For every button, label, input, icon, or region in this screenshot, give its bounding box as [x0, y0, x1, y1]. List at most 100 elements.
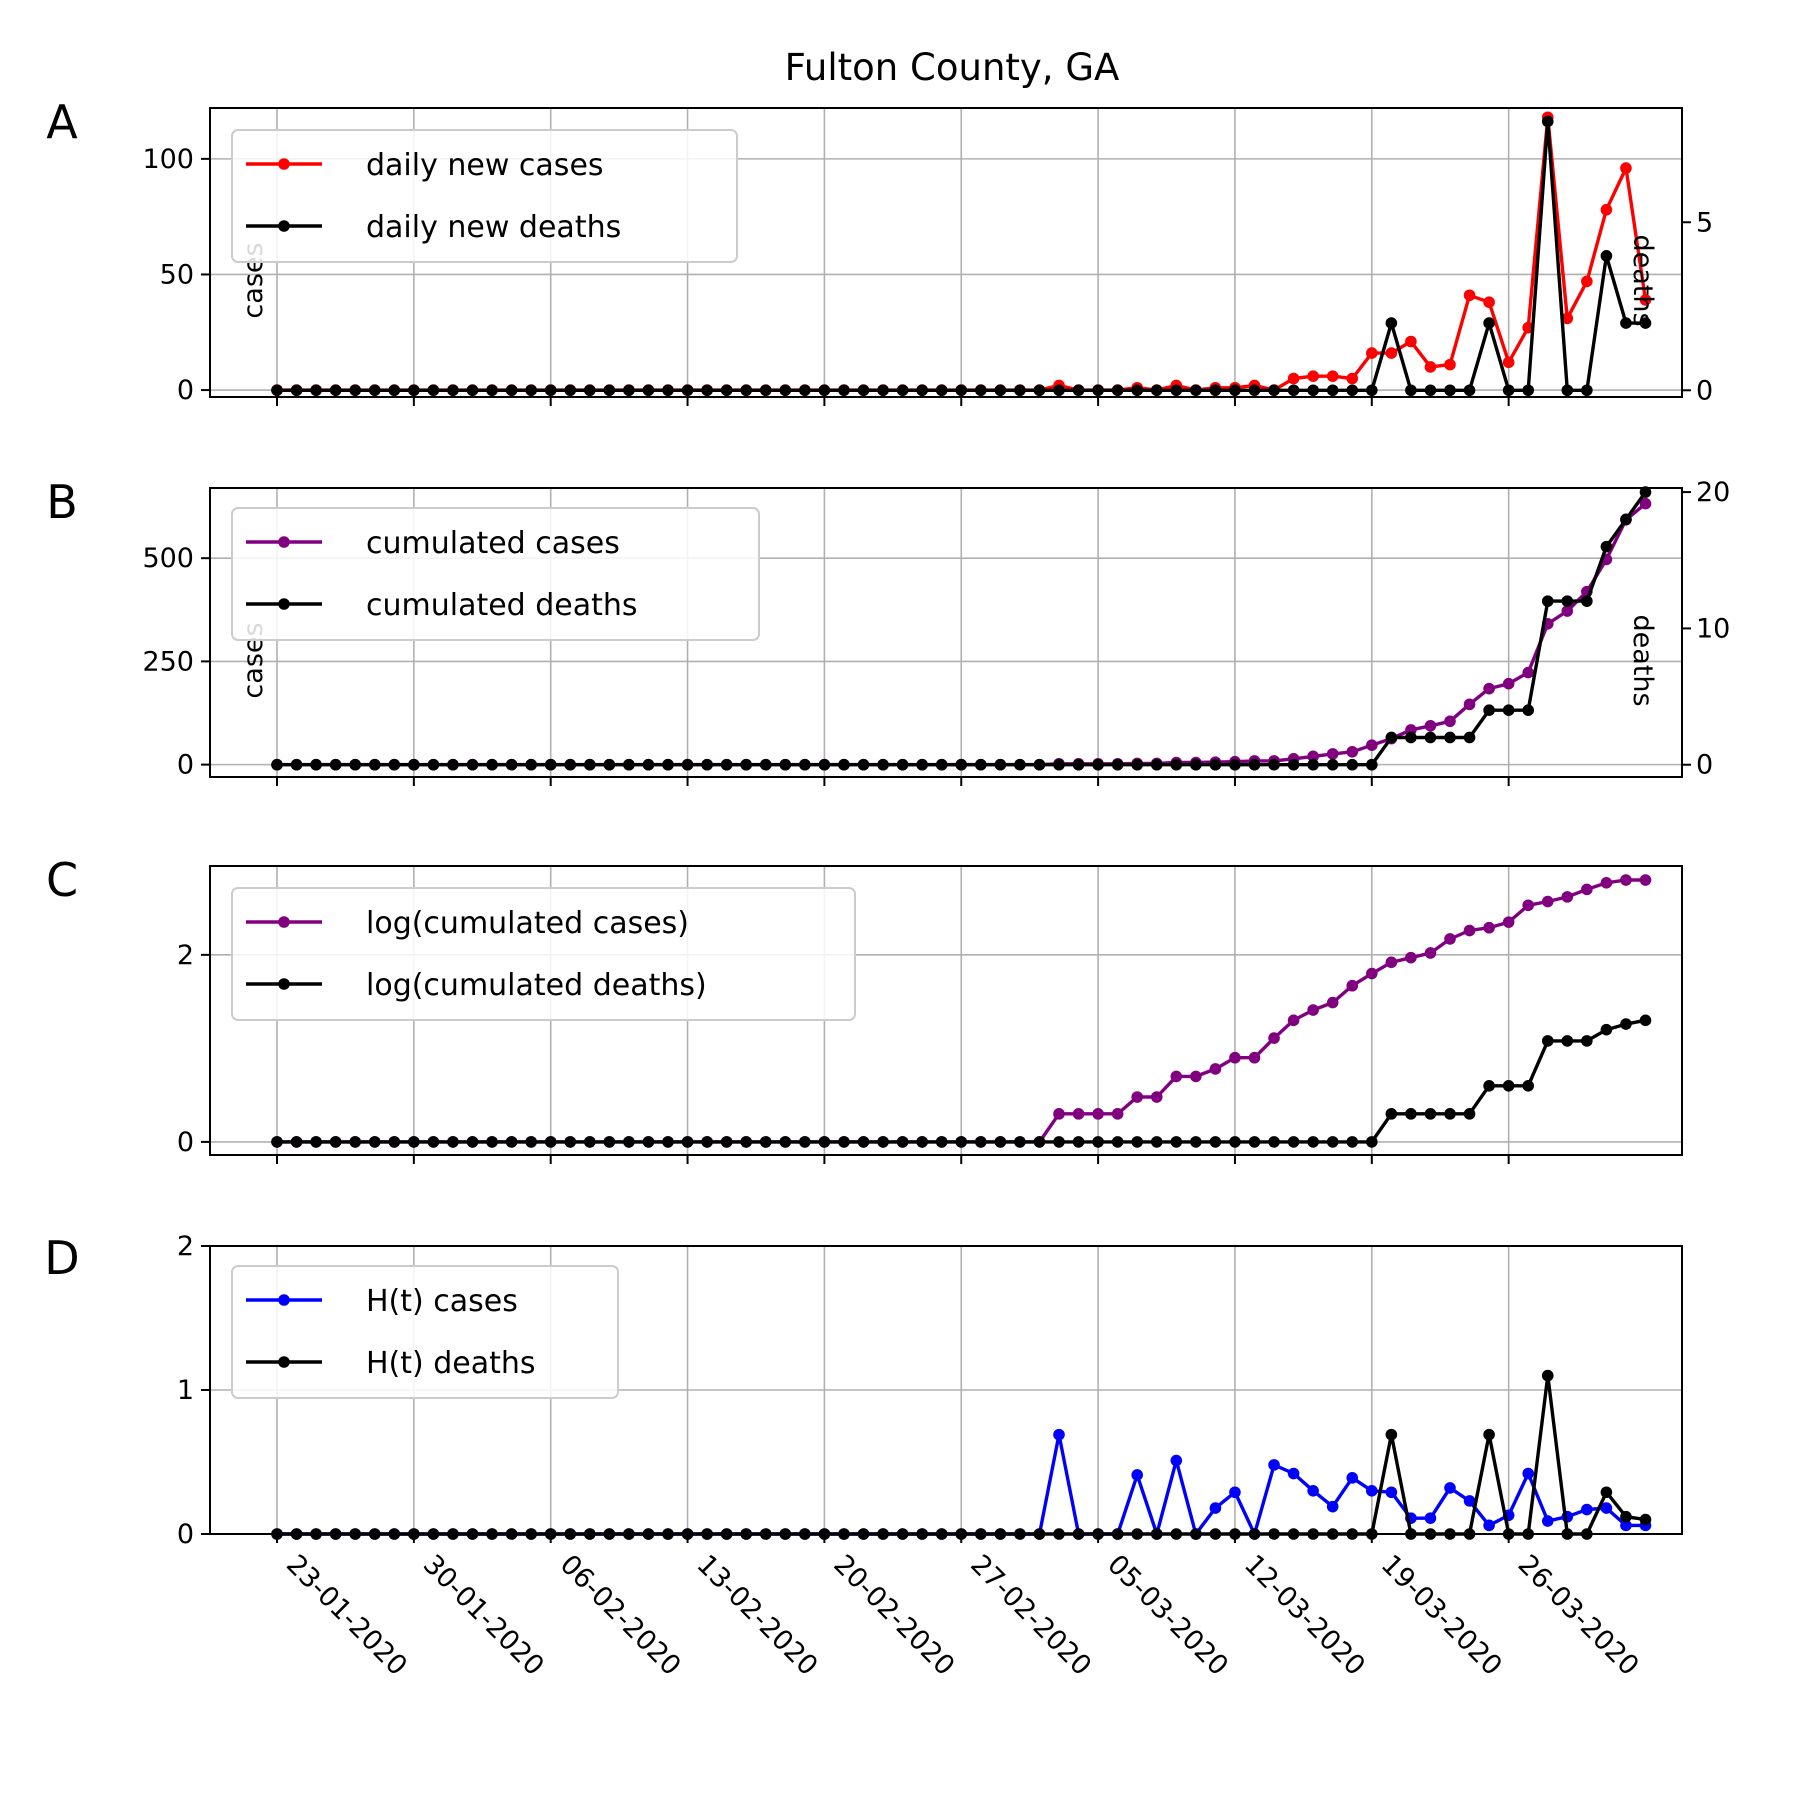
data-point — [1346, 1136, 1359, 1148]
data-point — [1307, 384, 1319, 397]
data-point — [1131, 1136, 1143, 1148]
data-point — [1620, 1510, 1632, 1523]
data-point — [1639, 874, 1652, 886]
axes-frame — [209, 487, 1683, 778]
data-point — [544, 384, 557, 397]
panel-d: 0 1 2 H(t) cases H(t) deaths D — [44, 1231, 1683, 1550]
data-point — [525, 758, 537, 771]
data-point — [1424, 384, 1437, 397]
data-point — [447, 384, 459, 397]
data-point — [1033, 384, 1046, 397]
series-log-cumulated-deaths — [271, 1014, 1652, 1148]
data-point — [1600, 250, 1613, 262]
data-point — [1287, 384, 1300, 397]
data-point — [720, 1136, 733, 1148]
legend-marker — [278, 220, 290, 232]
y-tick-label: 0 — [177, 1127, 194, 1158]
series-cumulated-deaths — [271, 486, 1652, 771]
data-point — [1483, 921, 1495, 934]
legend-box — [231, 507, 760, 641]
data-point — [1424, 720, 1437, 732]
data-point — [349, 1136, 362, 1148]
data-point — [1111, 1136, 1124, 1148]
data-point — [701, 384, 713, 397]
data-point — [1072, 384, 1085, 397]
legend: log(cumulated cases) log(cumulated deaths… — [231, 887, 856, 1021]
data-point — [1092, 384, 1104, 397]
data-point — [290, 758, 303, 771]
data-point — [1366, 967, 1378, 980]
data-point — [1150, 1136, 1163, 1148]
data-point — [877, 1136, 889, 1148]
data-point — [1502, 356, 1515, 369]
data-point — [1424, 361, 1437, 373]
data-point — [1405, 335, 1417, 348]
data-point — [740, 758, 752, 771]
data-point — [1053, 1108, 1065, 1120]
legend-marker — [278, 1294, 290, 1306]
data-point — [1600, 540, 1613, 553]
data-point — [1424, 1512, 1437, 1524]
data-point — [1346, 1472, 1359, 1484]
data-point — [1541, 115, 1554, 128]
data-point — [1639, 317, 1652, 329]
data-point — [388, 1136, 401, 1148]
y-right-tick-label: 10 — [1696, 613, 1730, 644]
data-point — [1463, 384, 1476, 397]
data-point — [1111, 384, 1124, 397]
data-point — [1131, 1469, 1143, 1481]
data-point — [1463, 1108, 1476, 1120]
data-point — [603, 1136, 616, 1148]
data-point — [544, 1136, 557, 1148]
data-point — [759, 758, 772, 771]
data-point — [1307, 1485, 1319, 1497]
data-point — [1150, 758, 1163, 771]
data-point — [1502, 916, 1515, 928]
y-tick-label: 100 — [142, 144, 194, 175]
data-point — [916, 384, 928, 397]
legend-marker — [278, 158, 290, 170]
legend-entry: daily new deaths — [246, 210, 621, 245]
data-point — [1522, 384, 1534, 397]
legend-entry: cumulated cases — [246, 526, 620, 561]
data-point — [1014, 1136, 1026, 1148]
data-point — [1541, 1035, 1554, 1047]
legend-entry: H(t) deaths — [246, 1346, 536, 1381]
data-point — [1307, 370, 1319, 382]
legend-box — [231, 1265, 619, 1399]
data-point — [857, 384, 870, 397]
data-point — [1424, 1108, 1437, 1120]
data-point — [466, 384, 479, 397]
data-point — [1131, 384, 1143, 397]
data-point — [1581, 1503, 1593, 1516]
data-point — [1483, 1519, 1495, 1532]
data-point — [388, 384, 401, 397]
y-tick-label: 2 — [177, 940, 194, 971]
data-point — [935, 384, 948, 397]
data-point — [1483, 317, 1495, 329]
legend-marker — [278, 536, 290, 548]
data-point — [329, 1136, 342, 1148]
y-tick-label: 1 — [177, 1375, 194, 1406]
legend-box — [231, 129, 738, 263]
data-point — [623, 1136, 635, 1148]
data-point — [447, 758, 459, 771]
data-point — [408, 758, 420, 771]
data-point — [642, 384, 655, 397]
data-point — [662, 758, 674, 771]
data-point — [896, 384, 909, 397]
data-point — [1287, 758, 1300, 771]
data-point — [427, 758, 440, 771]
data-point — [1502, 704, 1515, 717]
data-point — [1444, 1108, 1456, 1120]
data-point — [1053, 1428, 1065, 1441]
data-point — [1346, 979, 1359, 992]
data-point — [1209, 1063, 1222, 1075]
data-point — [1170, 1136, 1183, 1148]
data-point — [857, 758, 870, 771]
data-point — [1307, 758, 1319, 771]
data-point — [1639, 1513, 1652, 1526]
data-point — [1248, 758, 1261, 771]
data-point — [759, 1136, 772, 1148]
